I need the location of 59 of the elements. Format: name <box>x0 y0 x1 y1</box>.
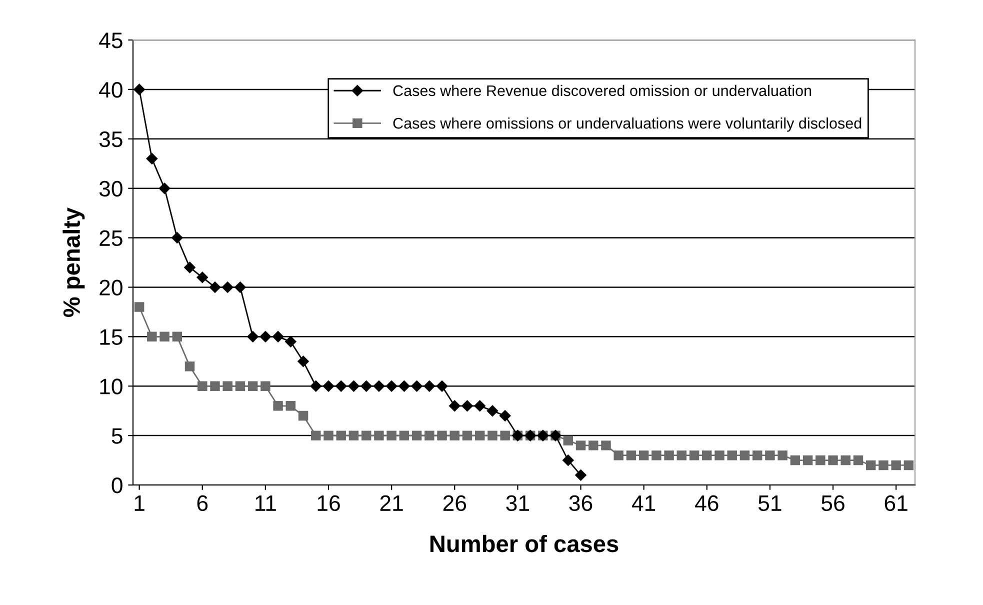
point <box>272 331 284 342</box>
point <box>474 400 486 412</box>
point <box>322 380 334 392</box>
point <box>449 400 460 412</box>
point <box>575 470 586 481</box>
legend-label: Cases where omissions or undervaluations were voluntarily disclosed <box>393 117 862 132</box>
point <box>196 272 208 283</box>
x-tick-label: 46 <box>695 495 718 512</box>
x-tick-label: 51 <box>758 496 782 512</box>
point <box>386 380 398 392</box>
point <box>222 282 234 293</box>
point <box>348 380 360 392</box>
x-tick-label: 56 <box>822 495 844 512</box>
y-tick-label: 15 <box>100 329 122 345</box>
point <box>424 380 436 392</box>
x-tick-label: 1 <box>134 496 144 511</box>
point <box>360 380 372 392</box>
x-tick-label: 61 <box>884 495 908 512</box>
point <box>436 380 448 392</box>
x-tick-label: 16 <box>318 495 340 512</box>
x-tick-label: 26 <box>443 495 466 512</box>
x-tick-label: 36 <box>569 495 592 512</box>
y-tick-label: 20 <box>100 280 122 296</box>
x-axis-title: Number of cases <box>430 534 618 552</box>
point <box>158 182 170 194</box>
point <box>298 356 309 367</box>
point <box>209 282 221 293</box>
y-tick-label: 40 <box>99 82 122 98</box>
point <box>172 232 183 244</box>
point <box>285 336 296 348</box>
y-tick-label: 35 <box>99 131 122 148</box>
x-tick-label: 41 <box>632 496 656 511</box>
y-axis-title: % penalty <box>62 208 85 318</box>
x-tick-label: 21 <box>380 495 403 511</box>
point <box>462 400 473 412</box>
point <box>234 282 246 293</box>
x-tick-label: 11 <box>256 496 276 511</box>
point <box>398 380 410 392</box>
point <box>260 331 272 342</box>
x-tick-label: 31 <box>506 495 529 512</box>
point <box>562 454 574 466</box>
point <box>411 380 422 392</box>
point <box>373 380 385 392</box>
point <box>310 380 322 392</box>
point <box>184 262 196 274</box>
point <box>134 84 145 96</box>
y-tick-label: 45 <box>99 32 122 48</box>
point <box>146 153 158 164</box>
point <box>247 331 258 342</box>
y-tick-label: 30 <box>99 180 122 197</box>
y-tick-label: 0 <box>112 478 122 494</box>
y-tick-label: 5 <box>112 428 122 444</box>
x-tick-label: 6 <box>197 495 208 512</box>
y-tick-label: 25 <box>100 230 122 246</box>
legend-label: Cases where Revenue discovered omission or undervaluation <box>393 84 812 96</box>
point <box>486 405 498 416</box>
y-tick-label: 10 <box>100 378 122 394</box>
point <box>336 380 347 392</box>
point <box>499 410 511 422</box>
